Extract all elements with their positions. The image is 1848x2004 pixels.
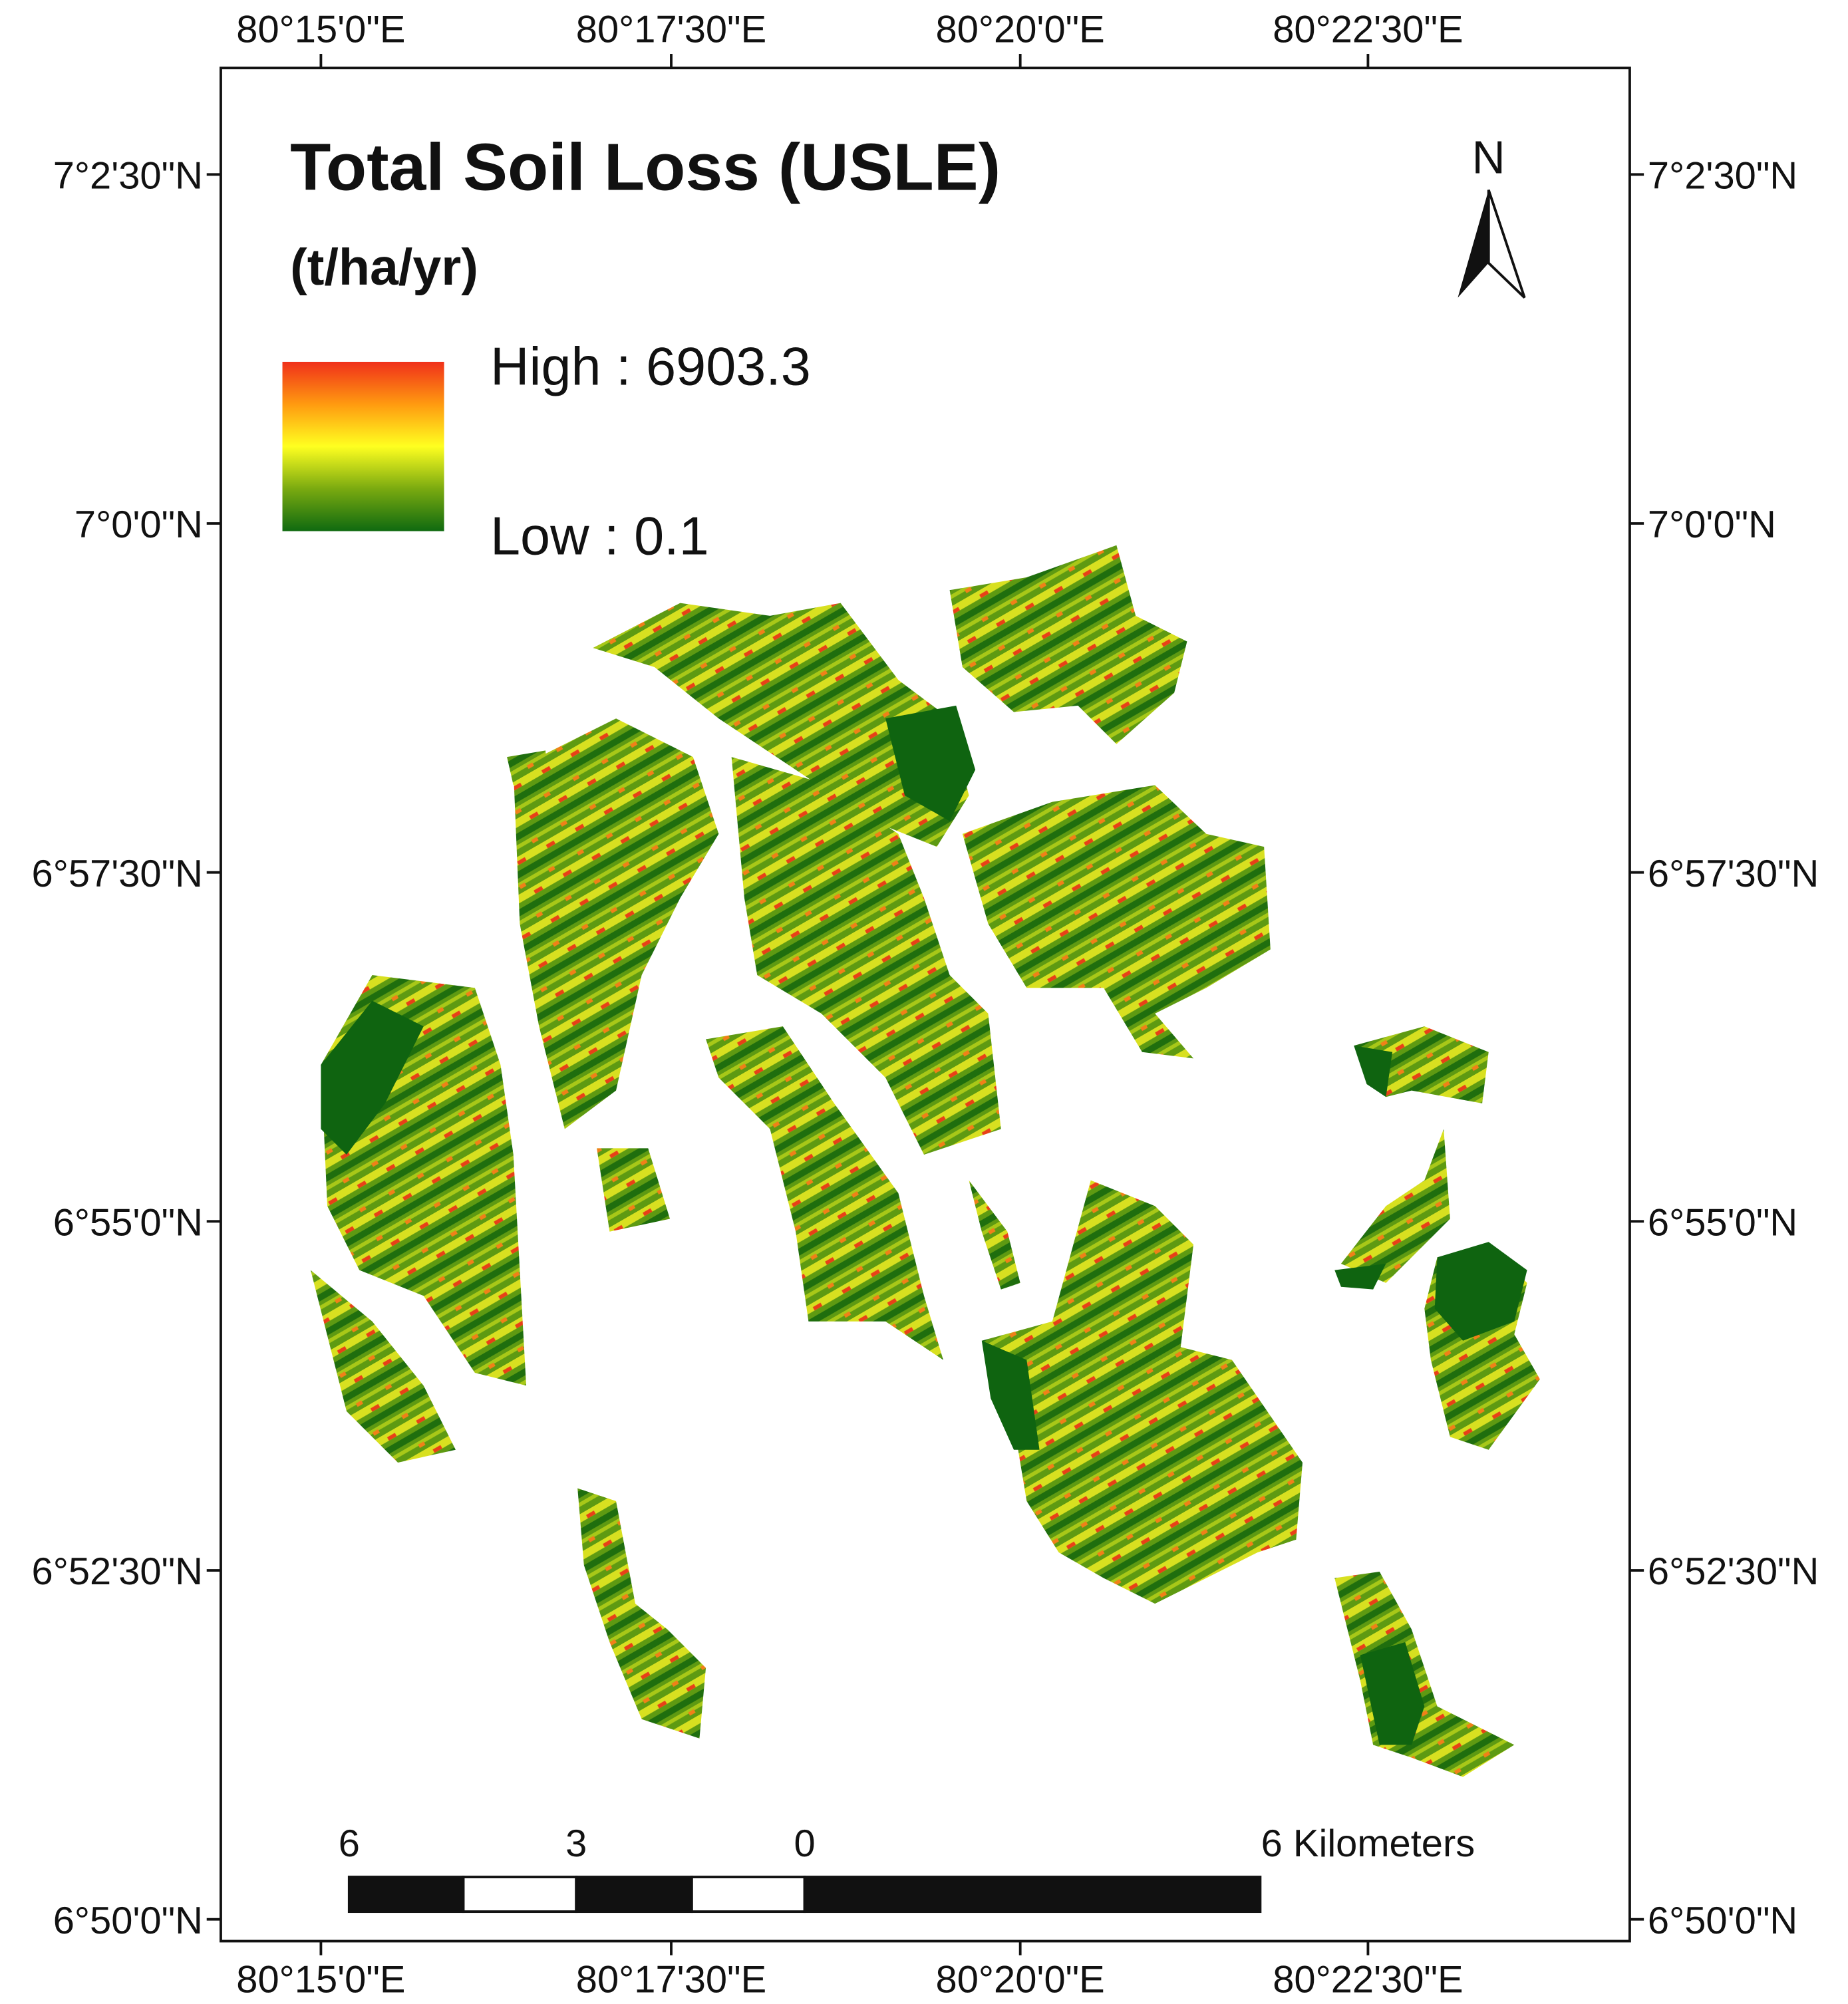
scale-label: 3 [565,1822,587,1865]
lon-label-top: 80°22'30"E [1273,9,1463,51]
lon-label-bottom: 80°22'30"E [1273,1959,1463,2001]
lon-label-top: 80°15'0"E [236,9,405,51]
lon-label-top: 80°20'0"E [936,9,1105,51]
lat-label-right: 6°50'0"N [1648,1900,1797,1942]
map-title: Total Soil Loss (USLE) [290,130,1001,204]
scale-label: 6 Kilometers [1261,1822,1475,1865]
map-subtitle: (t/ha/yr) [290,239,478,296]
north-arrow-left [1458,190,1489,298]
lon-label-bottom: 80°20'0"E [936,1959,1105,2001]
north-arrow-right [1487,189,1526,299]
lat-label-left: 6°52'30"N [32,1550,203,1593]
lat-label-right: 7°2'30"N [1648,155,1797,198]
north-label: N [1472,131,1505,183]
lat-label-right: 6°55'0"N [1648,1202,1797,1244]
legend-ramp [282,361,444,531]
legend-high: High : 6903.3 [490,337,811,397]
lat-label-left: 6°50'0"N [53,1900,203,1942]
scale-label: 6 [339,1822,360,1865]
lat-label-right: 7°0'0"N [1648,503,1776,546]
lat-label-left: 6°55'0"N [53,1202,203,1244]
scale-label: 0 [794,1822,816,1865]
lat-label-right: 6°52'30"N [1648,1550,1819,1593]
lon-label-top: 80°17'30"E [576,9,766,51]
lon-label-bottom: 80°17'30"E [576,1959,766,2001]
lat-label-left: 6°57'30"N [32,853,203,895]
legend-low: Low : 0.1 [490,506,709,566]
low-loss-areas [321,705,1527,1745]
lat-label-right: 6°57'30"N [1648,853,1819,895]
lat-label-left: 7°0'0"N [75,503,203,546]
scale-bar [347,1876,1262,1914]
lat-label-left: 7°2'30"N [53,155,203,198]
lon-label-bottom: 80°15'0"E [236,1959,405,2001]
